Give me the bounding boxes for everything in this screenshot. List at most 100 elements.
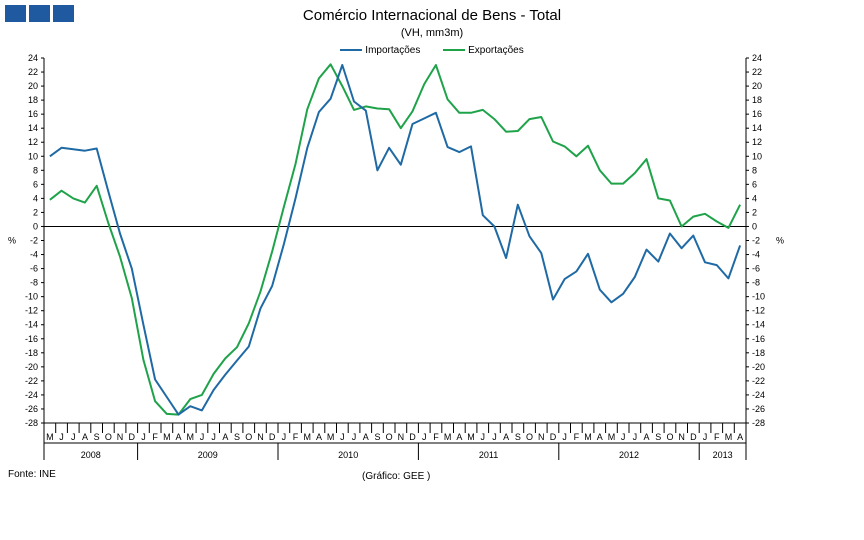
logo-block <box>53 5 74 22</box>
y-tick-label-left: -6 <box>30 264 38 274</box>
y-tick-label-left: -20 <box>25 362 38 372</box>
y-tick-label-left: -8 <box>30 278 38 288</box>
logo-block <box>29 5 50 22</box>
x-year-label: 2010 <box>338 450 358 460</box>
x-month-label: M <box>725 432 733 442</box>
x-year-label: 2012 <box>619 450 639 460</box>
y-tick-label-right: 12 <box>752 137 762 147</box>
x-month-label: N <box>538 432 545 442</box>
x-month-label: A <box>222 432 228 442</box>
y-tick-label-right: -24 <box>752 390 765 400</box>
x-month-label: M <box>327 432 335 442</box>
y-tick-label-right: -16 <box>752 334 765 344</box>
y-tick-label-left: -28 <box>25 418 38 428</box>
y-tick-label-left: 16 <box>28 109 38 119</box>
y-tick-label-right: 14 <box>752 123 762 133</box>
y-tick-label-left: -18 <box>25 348 38 358</box>
x-month-label: S <box>234 432 240 442</box>
x-year-label: 2013 <box>713 450 733 460</box>
y-axis-label-left: % <box>8 236 16 246</box>
y-tick-label-left: 14 <box>28 123 38 133</box>
y-tick-label-right: 18 <box>752 95 762 105</box>
x-month-label: J <box>200 432 205 442</box>
x-month-label: J <box>562 432 567 442</box>
x-month-label: J <box>633 432 638 442</box>
x-month-label: S <box>515 432 521 442</box>
x-month-label: A <box>644 432 650 442</box>
y-tick-label-right: -26 <box>752 404 765 414</box>
y-tick-label-left: 20 <box>28 81 38 91</box>
y-tick-label-left: -10 <box>25 292 38 302</box>
y-tick-label-left: 6 <box>33 179 38 189</box>
brand-logo <box>5 5 74 22</box>
x-month-label: J <box>211 432 216 442</box>
y-tick-label-right: 8 <box>752 165 757 175</box>
x-month-label: A <box>503 432 509 442</box>
x-month-label: M <box>187 432 195 442</box>
y-tick-label-left: 4 <box>33 193 38 203</box>
x-month-label: O <box>666 432 673 442</box>
x-month-label: M <box>163 432 171 442</box>
y-tick-label-right: -28 <box>752 418 765 428</box>
y-tick-label-right: 0 <box>752 221 757 231</box>
x-month-label: A <box>456 432 462 442</box>
x-month-label: J <box>492 432 497 442</box>
x-month-label: N <box>257 432 264 442</box>
source-note: Fonte: INE <box>8 469 56 480</box>
y-tick-label-left: 12 <box>28 137 38 147</box>
x-month-label: O <box>386 432 393 442</box>
x-year-label: 2009 <box>198 450 218 460</box>
x-month-label: S <box>94 432 100 442</box>
x-month-label: J <box>422 432 427 442</box>
x-month-label: A <box>597 432 603 442</box>
y-tick-label-left: 0 <box>33 221 38 231</box>
x-month-label: S <box>655 432 661 442</box>
y-tick-label-left: 8 <box>33 165 38 175</box>
chart-credit: (Gráfico: GEE ) <box>362 471 431 482</box>
x-month-label: D <box>129 432 136 442</box>
legend-label-imports: Importações <box>365 44 421 56</box>
x-month-label: J <box>481 432 486 442</box>
x-month-label: A <box>316 432 322 442</box>
x-month-label: M <box>584 432 592 442</box>
y-tick-label-left: 2 <box>33 207 38 217</box>
x-month-label: O <box>245 432 252 442</box>
x-month-label: D <box>690 432 697 442</box>
y-tick-label-left: -24 <box>25 390 38 400</box>
y-tick-label-left: -14 <box>25 320 38 330</box>
y-tick-label-right: 10 <box>752 151 762 161</box>
y-tick-label-right: -22 <box>752 376 765 386</box>
y-tick-label-left: -16 <box>25 334 38 344</box>
x-year-label: 2008 <box>81 450 101 460</box>
y-tick-label-left: -2 <box>30 236 38 246</box>
y-tick-label-right: 24 <box>752 53 762 63</box>
x-month-label: D <box>550 432 557 442</box>
y-tick-label-right: -8 <box>752 278 760 288</box>
y-tick-label-left: -26 <box>25 404 38 414</box>
y-tick-label-right: -10 <box>752 292 765 302</box>
x-month-label: M <box>444 432 452 442</box>
x-month-label: F <box>433 432 439 442</box>
x-month-label: F <box>152 432 158 442</box>
y-axis-label-right: % <box>776 236 784 246</box>
x-month-label: J <box>703 432 708 442</box>
y-tick-label-right: 22 <box>752 67 762 77</box>
chart-legend: Importações Exportações <box>0 43 864 56</box>
series-line-imports <box>49 64 742 416</box>
x-month-label: J <box>340 432 345 442</box>
x-month-label: F <box>714 432 720 442</box>
legend-label-exports: Exportações <box>468 44 524 56</box>
x-month-label: J <box>71 432 76 442</box>
legend-swatch-imports <box>340 49 363 51</box>
legend-swatch-exports <box>443 49 466 51</box>
x-month-label: J <box>282 432 287 442</box>
y-tick-label-right: -4 <box>752 250 760 260</box>
y-tick-label-right: 2 <box>752 207 757 217</box>
x-month-label: A <box>363 432 369 442</box>
y-tick-label-right: 16 <box>752 109 762 119</box>
series-line-exports <box>49 63 741 416</box>
x-year-label: 2011 <box>479 450 498 460</box>
y-tick-label-right: -18 <box>752 348 765 358</box>
x-month-label: J <box>621 432 626 442</box>
